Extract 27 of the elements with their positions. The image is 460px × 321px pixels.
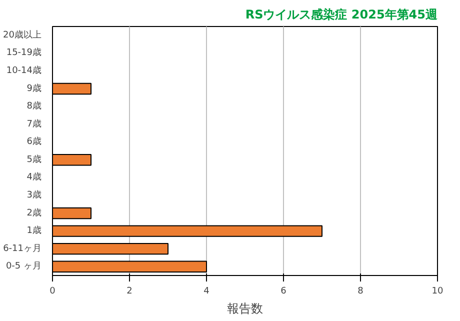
y-tick-label: 4歳 [26,172,42,183]
y-tick-label: 0-5 ヶ月 [6,262,42,272]
chart-title: RSウイルス感染症 2025年第45週 [245,8,438,22]
x-tick-label: 0 [50,286,56,296]
x-tick-label: 2 [126,286,132,296]
x-tick-label: 4 [204,286,210,296]
bar [52,225,322,237]
y-tick-label: 8歳 [26,100,42,112]
x-tick-label: 10 [432,286,444,296]
y-tick-label: 5歳 [26,154,42,165]
y-tick-label: 2歳 [26,207,42,218]
y-tick-label: 3歳 [26,189,42,200]
y-tick-label: 10-14歳 [6,64,42,76]
y-tick-label: 7歳 [26,118,42,130]
x-tick-label: 8 [358,286,364,296]
y-tick-label: 6歳 [26,136,42,148]
x-axis-title: 報告数 [227,302,263,316]
bar [52,154,92,166]
y-tick-label: 20歳以上 [3,29,42,40]
y-tick-label: 15-19歳 [6,47,42,58]
y-tick-label: 9歳 [26,82,42,94]
y-tick-label: 6-11ヶ月 [3,244,42,254]
y-tick-label: 1歳 [26,225,42,236]
bar [52,82,92,95]
bar [52,207,92,220]
bar [52,242,168,255]
x-tick-label: 6 [280,286,287,296]
